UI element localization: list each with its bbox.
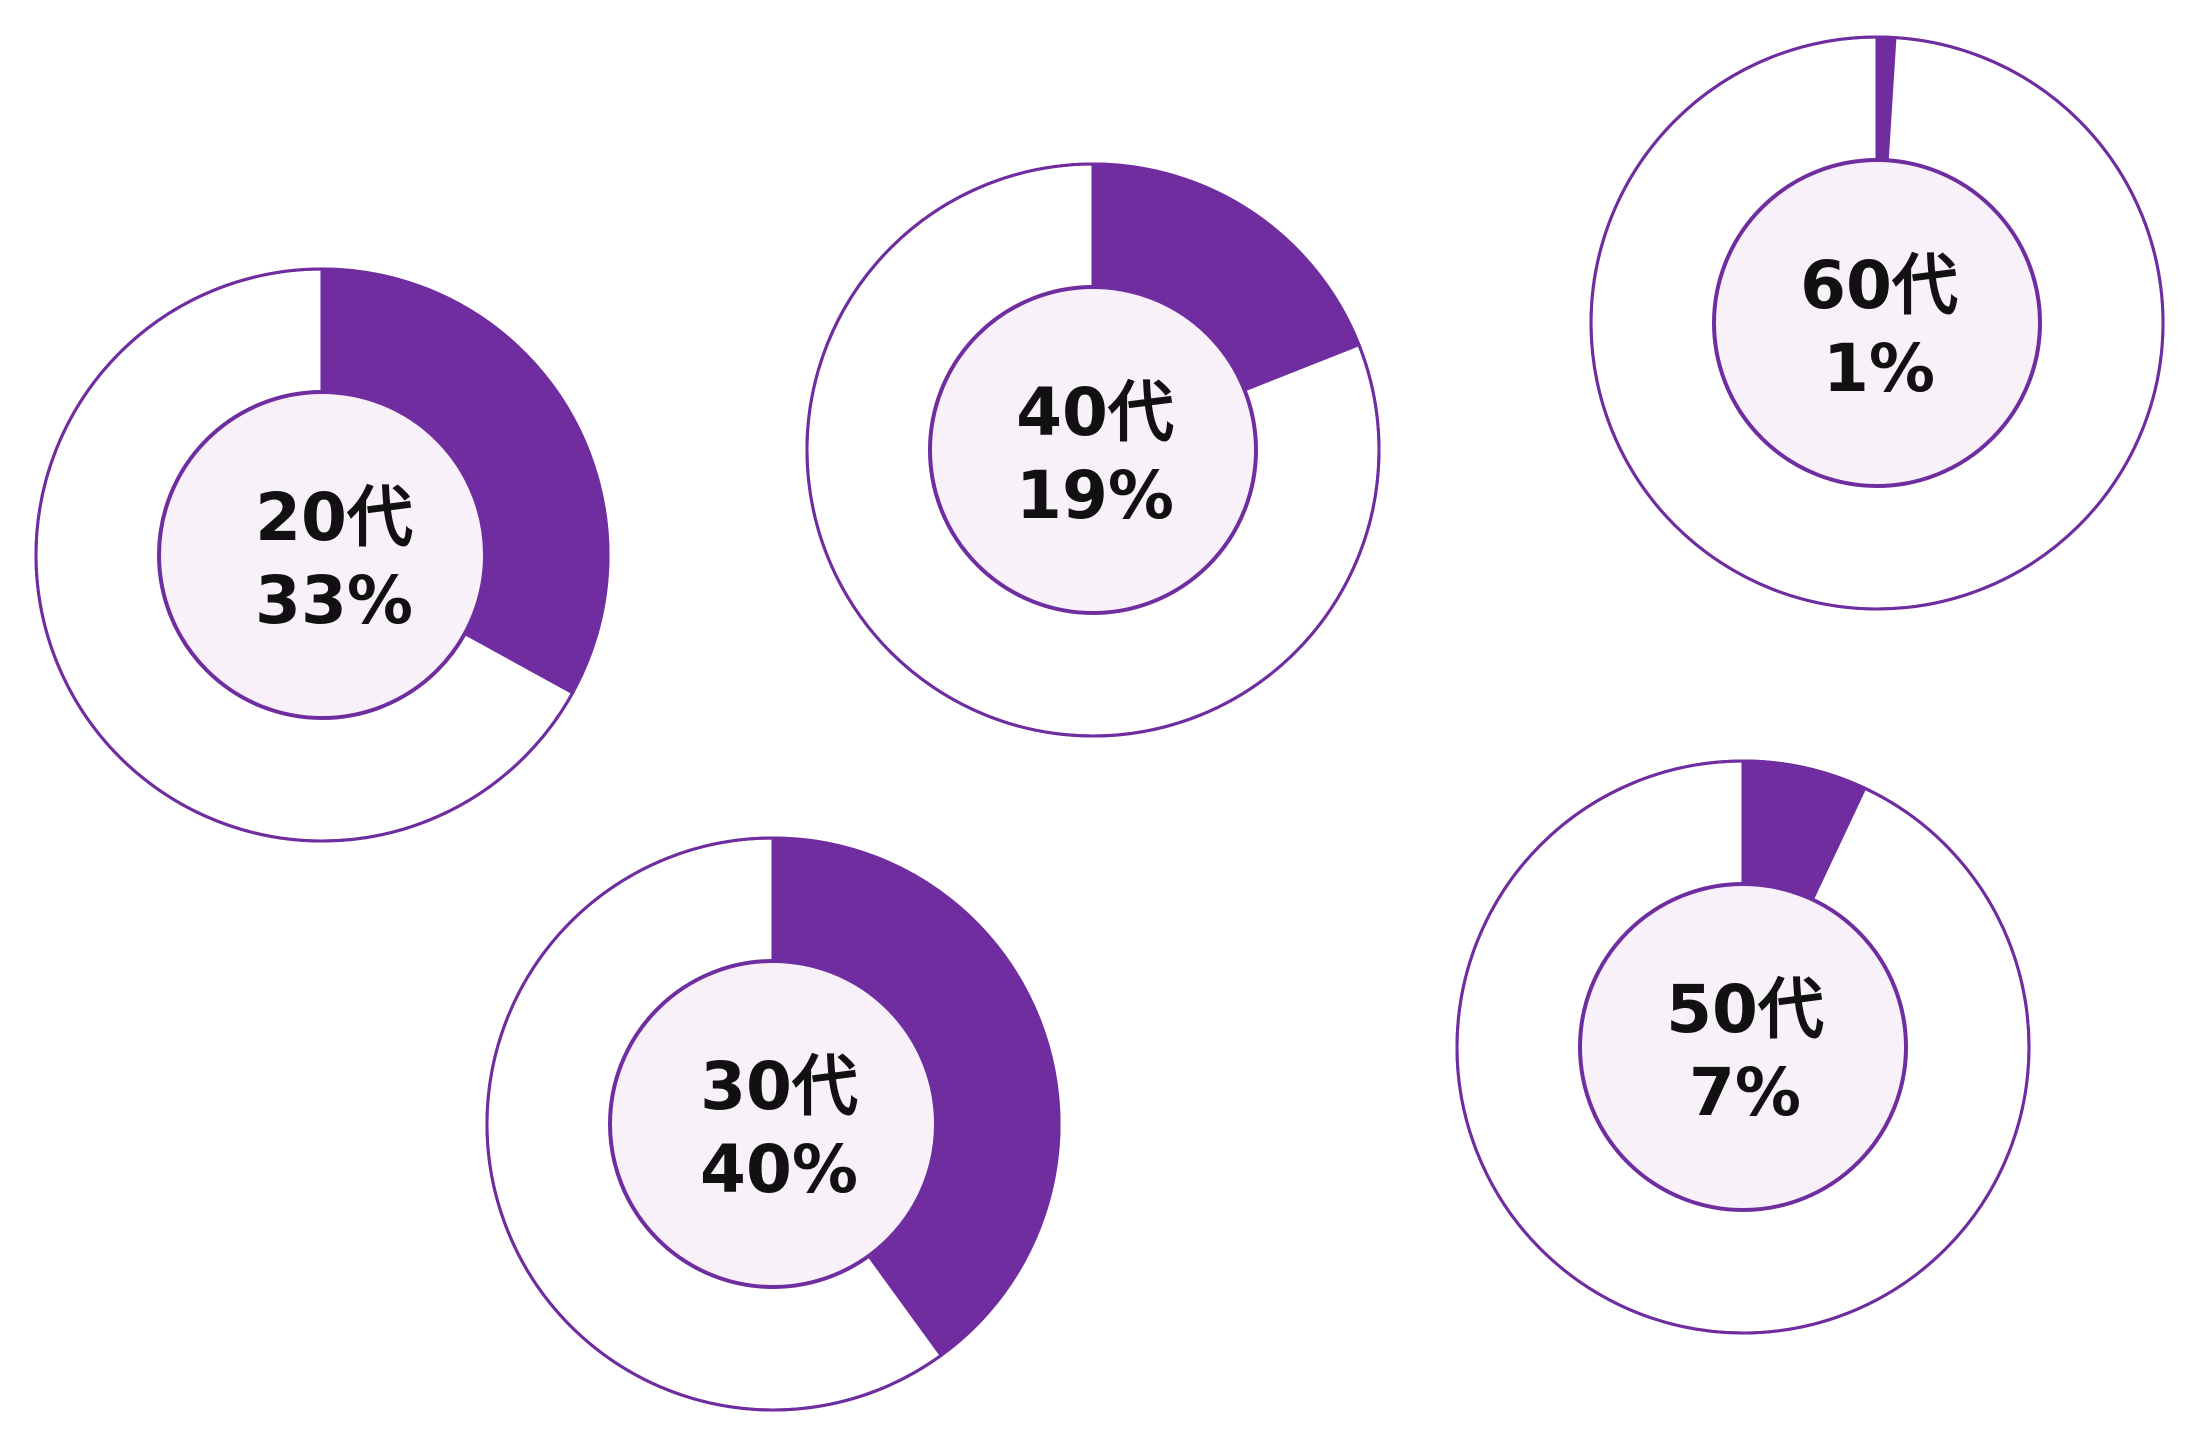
donut-20-outer-ring — [34, 267, 610, 843]
donut-30: 30代 40% — [485, 836, 1061, 1412]
donut-50: 50代 7% — [1455, 759, 2031, 1335]
donut-40-outer-ring — [805, 162, 1381, 738]
donut-30-center — [608, 959, 938, 1289]
donut-30-value-label: 40% — [700, 1131, 858, 1208]
donut-40-category-label: 40代 — [1016, 374, 1174, 451]
donut-50-outer-ring — [1455, 759, 2031, 1335]
donut-50-value-label: 7% — [1689, 1054, 1801, 1131]
donut-20-category-label: 20代 — [255, 479, 413, 556]
donut-30-category-label: 30代 — [700, 1048, 858, 1125]
donut-50-category-label: 50代 — [1666, 971, 1824, 1048]
donut-20: 20代 33% — [34, 267, 610, 843]
donut-60-value-label: 1% — [1823, 330, 1935, 407]
donut-40: 40代 19% — [805, 162, 1381, 738]
donut-60-category-label: 60代 — [1800, 247, 1958, 324]
donut-60-center — [1712, 158, 2042, 488]
donut-20-value-label: 33% — [255, 562, 413, 639]
donut-40-value-label: 19% — [1016, 457, 1174, 534]
donut-30-outer-ring — [485, 836, 1061, 1412]
donut-20-center — [157, 390, 487, 720]
donut-50-center — [1578, 882, 1908, 1212]
donut-60: 60代 1% — [1589, 35, 2165, 611]
donut-60-outer-ring — [1589, 35, 2165, 611]
donut-40-center — [928, 285, 1258, 615]
